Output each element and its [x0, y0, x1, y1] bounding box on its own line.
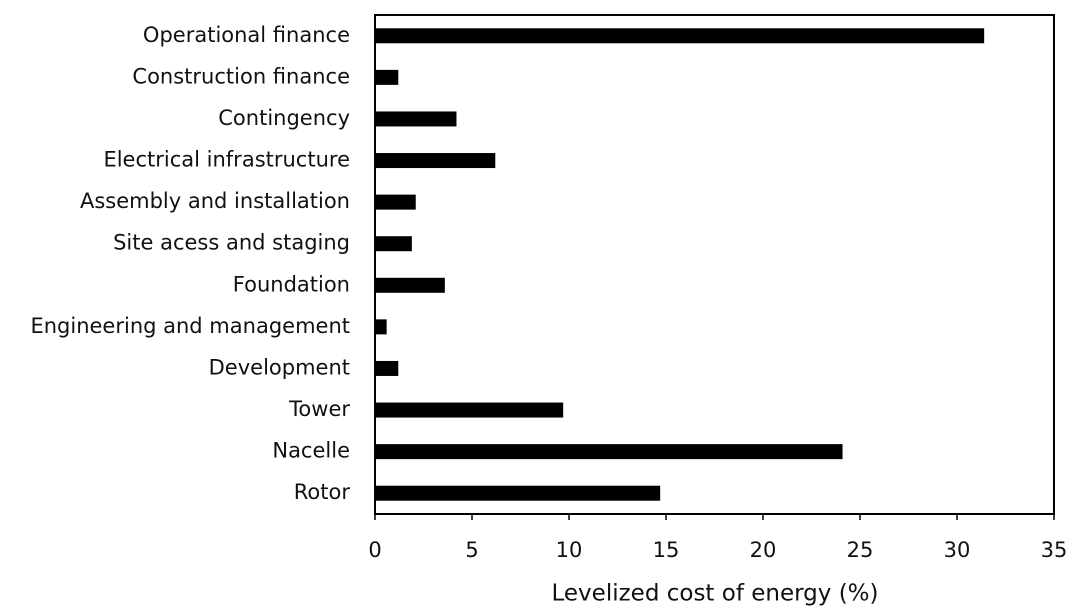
- x-tick-label: 35: [1041, 538, 1068, 562]
- bar: [375, 402, 564, 418]
- bar: [375, 153, 496, 169]
- y-tick-label: Engineering and management: [30, 314, 350, 338]
- bar: [375, 485, 661, 501]
- x-tick-label: 30: [944, 538, 971, 562]
- y-tick-label: Operational finance: [143, 23, 350, 47]
- bar: [375, 28, 985, 44]
- y-tick-label: Electrical infrastructure: [103, 148, 350, 172]
- y-tick-label: Nacelle: [272, 439, 350, 463]
- bar: [375, 236, 412, 252]
- y-tick-label: Construction finance: [132, 64, 350, 88]
- bar: [375, 69, 399, 85]
- y-tick-label: Site acess and staging: [113, 231, 350, 255]
- y-tick-label: Rotor: [294, 480, 351, 504]
- x-tick-label: 10: [556, 538, 583, 562]
- y-tick-label: Tower: [288, 397, 350, 421]
- x-tick-label: 15: [653, 538, 680, 562]
- x-tick-label: 20: [750, 538, 777, 562]
- x-axis-label: Levelized cost of energy (%): [552, 581, 879, 607]
- y-tick-label: Assembly and installation: [80, 189, 350, 213]
- bar: [375, 360, 399, 376]
- x-tick-label: 5: [465, 538, 478, 562]
- bar: [375, 319, 387, 335]
- plot-frame: [374, 14, 1055, 515]
- bar: [375, 111, 457, 127]
- x-tick-label: 0: [368, 538, 381, 562]
- bar: [375, 277, 445, 293]
- y-tick-label: Development: [209, 355, 350, 379]
- x-tick-label: 25: [847, 538, 874, 562]
- y-tick-label: Contingency: [218, 106, 350, 130]
- y-tick-label: Foundation: [233, 272, 350, 296]
- bar: [375, 194, 416, 210]
- bar: [375, 444, 843, 460]
